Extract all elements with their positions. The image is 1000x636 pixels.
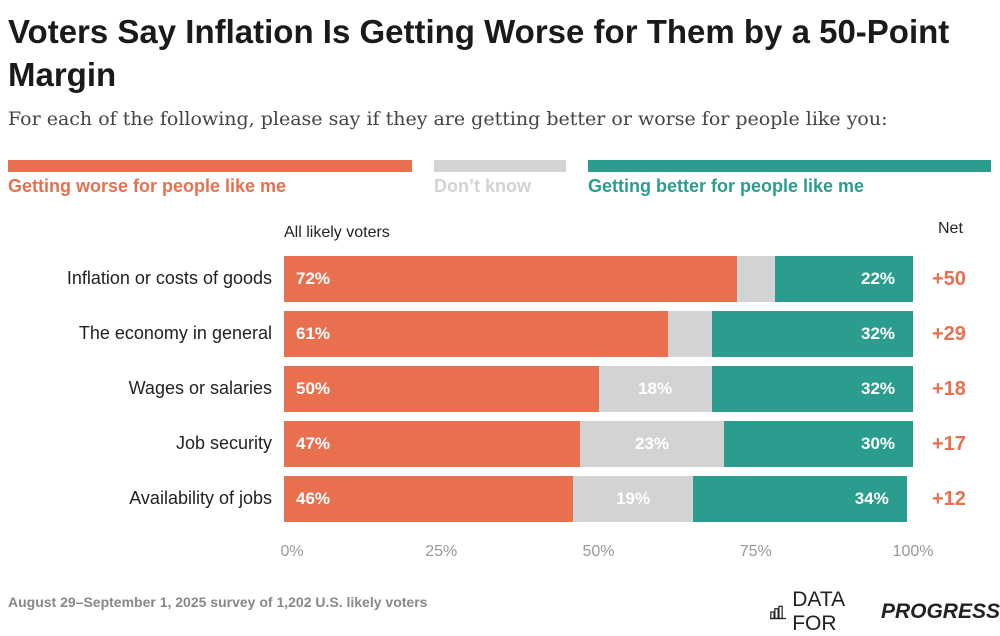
x-tick-label: 100% xyxy=(892,543,934,560)
bar-worse xyxy=(284,256,737,302)
data-label-dontknow: 18% xyxy=(638,379,673,398)
chart-subtitle: For each of the following, please say if… xyxy=(8,108,888,130)
legend-swatch-better xyxy=(588,160,991,172)
bar-better xyxy=(774,256,913,302)
data-label-dontknow: 23% xyxy=(634,434,669,453)
legend-label-worse: Getting worse for people like me xyxy=(8,176,287,196)
legend-swatch-dontknow xyxy=(434,160,566,172)
data-label-worse: 72% xyxy=(296,269,331,288)
legend-swatch-worse xyxy=(8,160,412,172)
data-label-better: 34% xyxy=(854,489,889,508)
bar-better xyxy=(711,366,913,412)
legend-label-dontknow: Don’t know xyxy=(434,176,531,196)
x-tick-label: 0% xyxy=(280,543,304,560)
source-note: August 29–September 1, 2025 survey of 1,… xyxy=(8,594,428,610)
chart-title: Voters Say Inflation Is Getting Worse fo… xyxy=(8,13,950,93)
bar-worse xyxy=(284,311,668,357)
bar-dontknow xyxy=(736,256,775,302)
data-label-worse: 50% xyxy=(296,379,331,398)
legend-label-better: Getting better for people like me xyxy=(588,176,865,196)
logo: DATA FOR PROGRESS xyxy=(770,588,1000,636)
bar-dontknow xyxy=(579,421,725,467)
net-value: +29 xyxy=(932,323,966,345)
logo-text: DATA FOR xyxy=(792,588,844,635)
net-value: +18 xyxy=(932,378,966,400)
group-label: All likely voters xyxy=(284,224,390,241)
data-label-worse: 61% xyxy=(296,324,331,343)
category-label: Wages or salaries xyxy=(128,378,272,398)
data-label-worse: 47% xyxy=(296,434,331,453)
bar-dontknow xyxy=(573,476,693,522)
data-label-worse: 46% xyxy=(296,489,331,508)
x-tick-label: 50% xyxy=(582,543,615,560)
data-label-better: 22% xyxy=(861,269,896,288)
net-value: +50 xyxy=(932,268,966,290)
bar-dontknow xyxy=(667,311,712,357)
bar-better xyxy=(692,476,907,522)
category-label: The economy in general xyxy=(78,323,272,343)
x-tick-label: 25% xyxy=(425,543,458,560)
category-label: Availability of jobs xyxy=(129,488,272,508)
data-label-better: 32% xyxy=(861,324,896,343)
category-label: Job security xyxy=(175,433,272,453)
data-label-better: 32% xyxy=(861,379,896,398)
data-label-dontknow: 19% xyxy=(616,489,651,508)
bar-dontknow xyxy=(598,366,712,412)
category-label: Inflation or costs of goods xyxy=(66,268,272,288)
bar-worse xyxy=(284,366,599,412)
bar-better xyxy=(711,311,913,357)
bar-better xyxy=(724,421,913,467)
data-label-better: 30% xyxy=(861,434,896,453)
bar-chart-icon xyxy=(770,605,787,620)
net-value: +12 xyxy=(932,488,966,510)
bar-worse xyxy=(284,421,580,467)
bar-worse xyxy=(284,476,574,522)
logo-text-bold: PROGRESS xyxy=(880,600,1000,623)
net-value: +17 xyxy=(932,433,966,455)
x-tick-label: 75% xyxy=(739,543,772,560)
net-header: Net xyxy=(938,220,963,237)
